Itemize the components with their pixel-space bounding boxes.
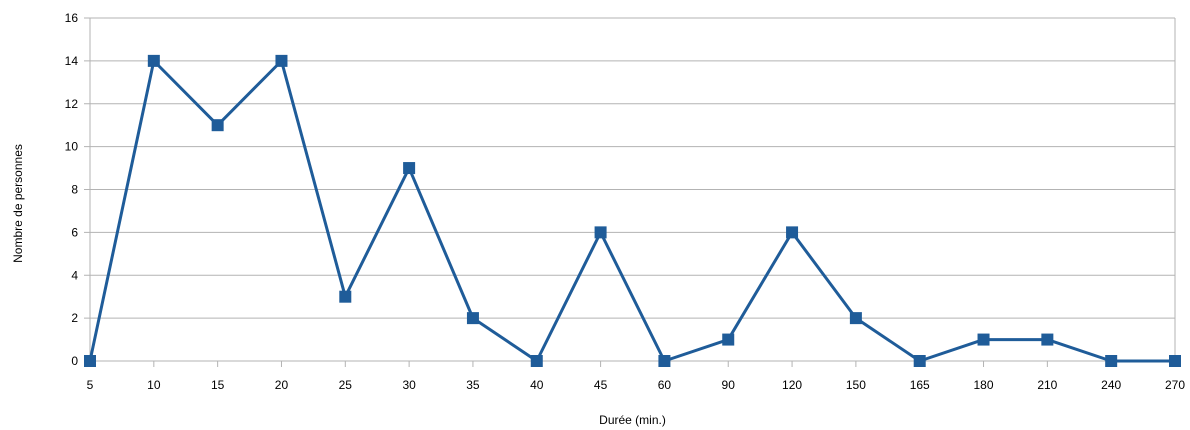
data-point	[1169, 355, 1181, 367]
x-tick-label: 30	[402, 378, 416, 392]
data-point	[339, 290, 352, 303]
y-tick-label: 14	[65, 54, 79, 68]
x-tick-label: 165	[910, 378, 930, 392]
x-tick-label: 25	[339, 378, 353, 392]
series-line	[88, 59, 1175, 363]
x-tick-label: 150	[846, 378, 866, 392]
data-point	[530, 355, 543, 367]
y-tick-label: 2	[71, 311, 78, 325]
data-point	[466, 312, 479, 325]
y-tick-label: 10	[65, 140, 79, 154]
data-point	[403, 162, 416, 175]
gridlines	[84, 17, 1175, 362]
x-tick-label: 40	[530, 378, 544, 392]
data-point	[977, 333, 990, 346]
data-point	[1041, 333, 1054, 346]
data-point	[786, 226, 799, 239]
data-point	[658, 355, 671, 367]
x-tick-label: 180	[974, 378, 994, 392]
x-tick-label: 10	[147, 378, 161, 392]
data-point	[594, 226, 607, 239]
x-tick-label: 5	[87, 378, 94, 392]
data-point	[1105, 355, 1118, 367]
data-point	[913, 355, 926, 367]
x-axis-title: Durée (min.)	[599, 413, 666, 427]
data-point	[147, 54, 160, 67]
y-tick-label: 4	[71, 268, 78, 282]
x-tick-label: 120	[782, 378, 802, 392]
x-tick-label: 45	[594, 378, 608, 392]
x-tick-label: 35	[466, 378, 480, 392]
y-tick-label: 12	[65, 97, 79, 111]
y-tick-label: 16	[65, 11, 79, 25]
series	[84, 54, 1181, 367]
x-tick-label: 270	[1165, 378, 1185, 392]
y-tick-label: 6	[71, 225, 78, 239]
x-tick-label: 15	[211, 378, 225, 392]
axes	[89, 18, 1176, 367]
x-tick-label: 240	[1101, 378, 1121, 392]
data-point	[849, 312, 862, 325]
data-point	[722, 333, 735, 346]
data-point	[275, 54, 288, 67]
data-point	[84, 355, 96, 367]
y-axis-title: Nombre de personnes	[11, 144, 25, 263]
x-tick-label: 90	[722, 378, 736, 392]
x-tick-label: 20	[275, 378, 289, 392]
x-tick-label: 210	[1037, 378, 1057, 392]
y-tick-label: 0	[71, 354, 78, 368]
data-point	[211, 119, 224, 132]
x-tick-label: 60	[658, 378, 672, 392]
y-tick-label: 8	[71, 183, 78, 197]
